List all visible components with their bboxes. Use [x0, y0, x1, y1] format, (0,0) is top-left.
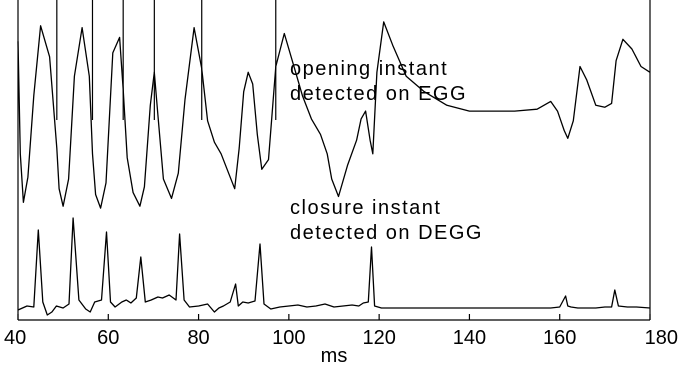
x-axis-title: ms — [321, 345, 348, 367]
x-tick-label-120: 120 — [362, 327, 395, 349]
x-tick-label-180: 180 — [645, 327, 678, 349]
egg-annotation-line-2: detected on EGG — [290, 83, 467, 105]
x-tick-label-140: 140 — [453, 327, 486, 349]
egg-annotation-line-1: opening instant — [290, 58, 448, 80]
opening-markers — [56, 0, 277, 120]
egg-trace — [17, 21, 651, 209]
x-ticks: 40 60 80 100 120 140 160 180 — [4, 314, 678, 349]
x-tick-label-40: 40 — [4, 327, 26, 349]
plot-frame — [17, 0, 651, 321]
x-tick-label-160: 160 — [543, 327, 576, 349]
x-tick-label-60: 60 — [97, 327, 119, 349]
degg-trace — [17, 217, 651, 316]
traces — [17, 21, 651, 316]
x-tick-label-100: 100 — [272, 327, 305, 349]
degg-annotation-line-2: detected on DEGG — [290, 222, 483, 244]
degg-annotation-line-1: closure instant — [290, 197, 441, 219]
annotations: opening instant detected on EGG closure … — [290, 58, 483, 244]
x-tick-label-80: 80 — [187, 327, 209, 349]
